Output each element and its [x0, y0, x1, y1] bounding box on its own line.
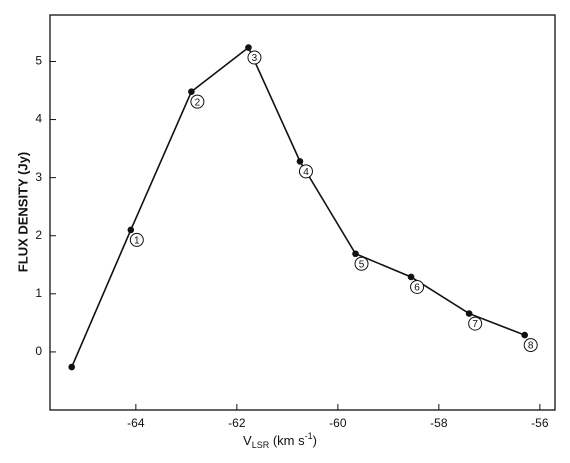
point-label-ring	[468, 316, 483, 331]
x-tick-label: -64	[127, 416, 145, 430]
data-point	[352, 250, 359, 258]
data-point	[465, 310, 473, 317]
y-tick-label: 4	[35, 112, 42, 126]
point-label-ring	[523, 338, 538, 353]
y-tick-label: 2	[35, 228, 42, 242]
point-label: 7	[472, 319, 478, 330]
y-tick-label: 0	[35, 344, 42, 358]
y-axis-title: FLUX DENSITY (Jy)	[15, 152, 30, 272]
data-point	[188, 88, 195, 95]
data-point	[245, 44, 252, 51]
point-label: 1	[134, 236, 140, 247]
point-label-ring	[129, 232, 144, 247]
point-label-ring	[298, 164, 313, 179]
point-label: 8	[528, 341, 534, 352]
point-label: 3	[252, 53, 258, 64]
point-label: 2	[195, 97, 201, 108]
x-tick-label: -56	[531, 416, 549, 430]
x-title-part: )	[313, 433, 317, 448]
point-label: 4	[303, 167, 309, 178]
x-title-sub: LSR	[252, 440, 270, 450]
data-point	[127, 226, 135, 234]
data-point	[296, 158, 304, 165]
data-point	[68, 363, 76, 371]
point-label: 6	[414, 283, 420, 294]
data-point	[407, 273, 415, 281]
point-label-ring	[410, 279, 425, 294]
x-title-part: (km s	[269, 433, 305, 448]
y-tick-label: 5	[35, 54, 42, 68]
point-label-ring	[247, 50, 262, 65]
series-line	[70, 46, 525, 368]
plot-frame	[49, 14, 556, 411]
x-title-part: V	[243, 433, 252, 448]
point-label-ring	[190, 94, 205, 109]
x-title-sup: -1	[305, 431, 313, 441]
point-label-ring	[354, 256, 369, 271]
y-tick-label: 1	[35, 286, 42, 300]
x-tick-label: -60	[329, 416, 347, 430]
x-tick-label: -62	[228, 416, 246, 430]
point-label: 5	[359, 259, 365, 270]
x-tick-label: -58	[430, 416, 448, 430]
x-axis-title: VLSR (km s-1)	[243, 431, 317, 450]
y-tick-label: 3	[35, 170, 42, 184]
data-point	[521, 331, 528, 339]
